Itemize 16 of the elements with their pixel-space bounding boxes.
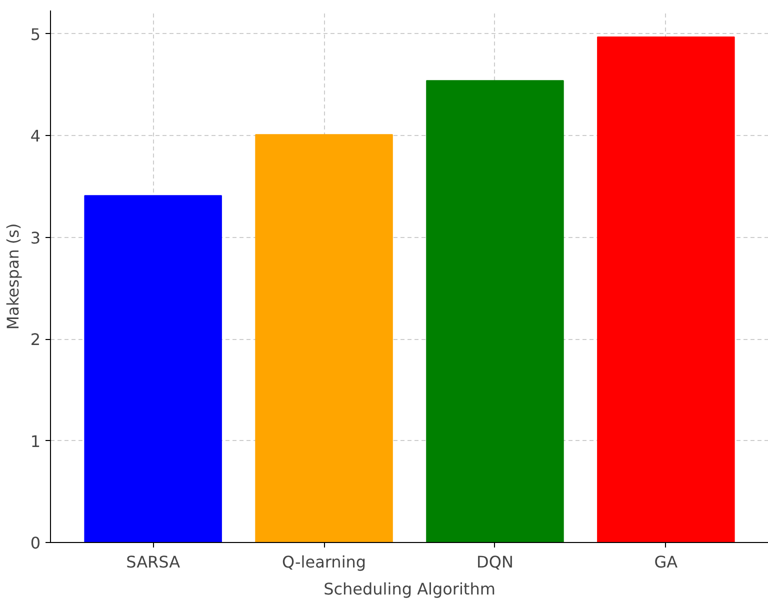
bar: [255, 134, 393, 542]
y-tick-label: 2: [30, 330, 41, 350]
x-tick-label: DQN: [476, 552, 514, 572]
y-tick-label: 3: [30, 228, 41, 248]
x-tick-label: SARSA: [126, 552, 180, 572]
bar: [84, 195, 222, 542]
y-tick-label: 5: [30, 24, 41, 44]
y-tick-label: 0: [30, 534, 41, 552]
bar: [597, 36, 735, 542]
y-tick-label: 1: [30, 432, 41, 451]
x-axis-title: Scheduling Algorithm: [324, 580, 496, 598]
x-tick-label: Q-learning: [282, 552, 366, 572]
y-axis-title: Makespan (s): [3, 223, 22, 330]
x-tick-label: GA: [654, 552, 678, 572]
y-tick-label: 4: [30, 126, 41, 146]
bar: [426, 80, 564, 542]
